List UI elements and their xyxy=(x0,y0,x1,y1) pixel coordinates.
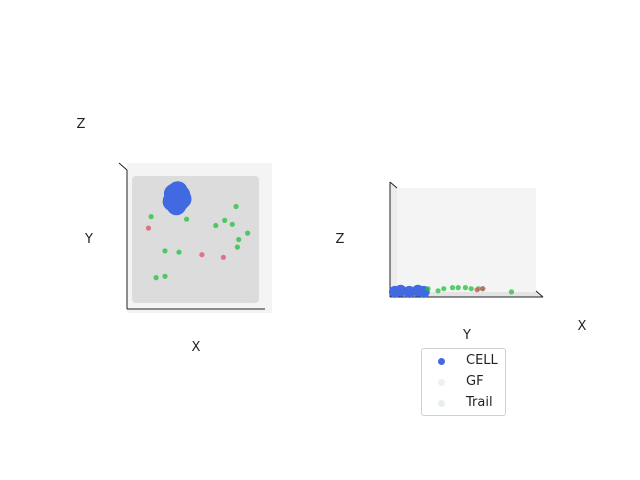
right-trail-point-1 xyxy=(480,286,486,292)
left-gf-point-12 xyxy=(245,230,251,236)
right-scatter-points xyxy=(388,284,515,298)
left-gf-point-9 xyxy=(162,273,168,279)
left-gf-point-10 xyxy=(222,217,228,223)
left-trail-point-2 xyxy=(220,254,226,260)
left-gf-point-1 xyxy=(148,214,154,220)
left-gf-point-0 xyxy=(233,203,239,210)
left-gf-point-7 xyxy=(176,249,182,255)
right-gf-point-1 xyxy=(435,288,441,294)
left-ylabel: Y xyxy=(84,232,93,247)
left-trail-point-0 xyxy=(145,225,152,231)
right-gf-point-6 xyxy=(468,286,474,292)
right-gf-point-3 xyxy=(449,285,456,291)
right-trail-point-0 xyxy=(474,287,480,293)
legend-marker-cell xyxy=(438,358,445,365)
legend-label-cell: CELL xyxy=(466,353,498,368)
legend-marker-trail xyxy=(438,400,445,407)
legend-marker-gf xyxy=(438,379,445,386)
left-xlabel: X xyxy=(192,340,201,355)
right-zlabel: Z xyxy=(336,232,345,247)
left-3d-axes: Z Y X xyxy=(77,117,272,355)
right-gf-point-2 xyxy=(441,286,447,292)
left-cell-point-8 xyxy=(167,186,188,207)
legend-item-gf: GF xyxy=(422,372,505,392)
right-gf-point-5 xyxy=(462,285,468,291)
right-gf-point-4 xyxy=(455,285,461,291)
left-gf-point-2 xyxy=(184,216,190,222)
left-zlabel: Z xyxy=(77,117,86,132)
right-xlabel: X xyxy=(578,319,587,334)
right-cell-point-1 xyxy=(394,284,407,297)
left-gf-point-11 xyxy=(213,222,219,229)
left-z-axis-line xyxy=(118,162,128,171)
right-z-axis-end xyxy=(389,181,398,189)
right-gf-point-9 xyxy=(508,289,515,295)
legend-item-cell: CELL xyxy=(422,351,505,371)
legend: CELL GF Trail xyxy=(421,348,506,416)
right-back-pane xyxy=(397,188,536,292)
left-floor-pane xyxy=(132,176,259,303)
right-gf-point-0 xyxy=(425,286,431,292)
legend-label-trail: Trail xyxy=(466,395,493,410)
left-gf-point-5 xyxy=(234,244,240,250)
left-gf-point-3 xyxy=(229,221,235,227)
legend-item-trail: Trail xyxy=(422,393,505,413)
left-trail-point-1 xyxy=(199,252,205,258)
right-side-pane xyxy=(390,182,397,297)
left-gf-point-6 xyxy=(162,248,168,254)
left-gf-point-8 xyxy=(153,275,159,281)
left-scatter-points xyxy=(145,181,251,281)
right-x-axis-end xyxy=(535,290,544,298)
left-gf-point-4 xyxy=(236,236,242,243)
right-ylabel: Y xyxy=(462,328,471,343)
right-3d-axes: Z Y X xyxy=(336,181,587,343)
legend-label-gf: GF xyxy=(466,374,484,389)
